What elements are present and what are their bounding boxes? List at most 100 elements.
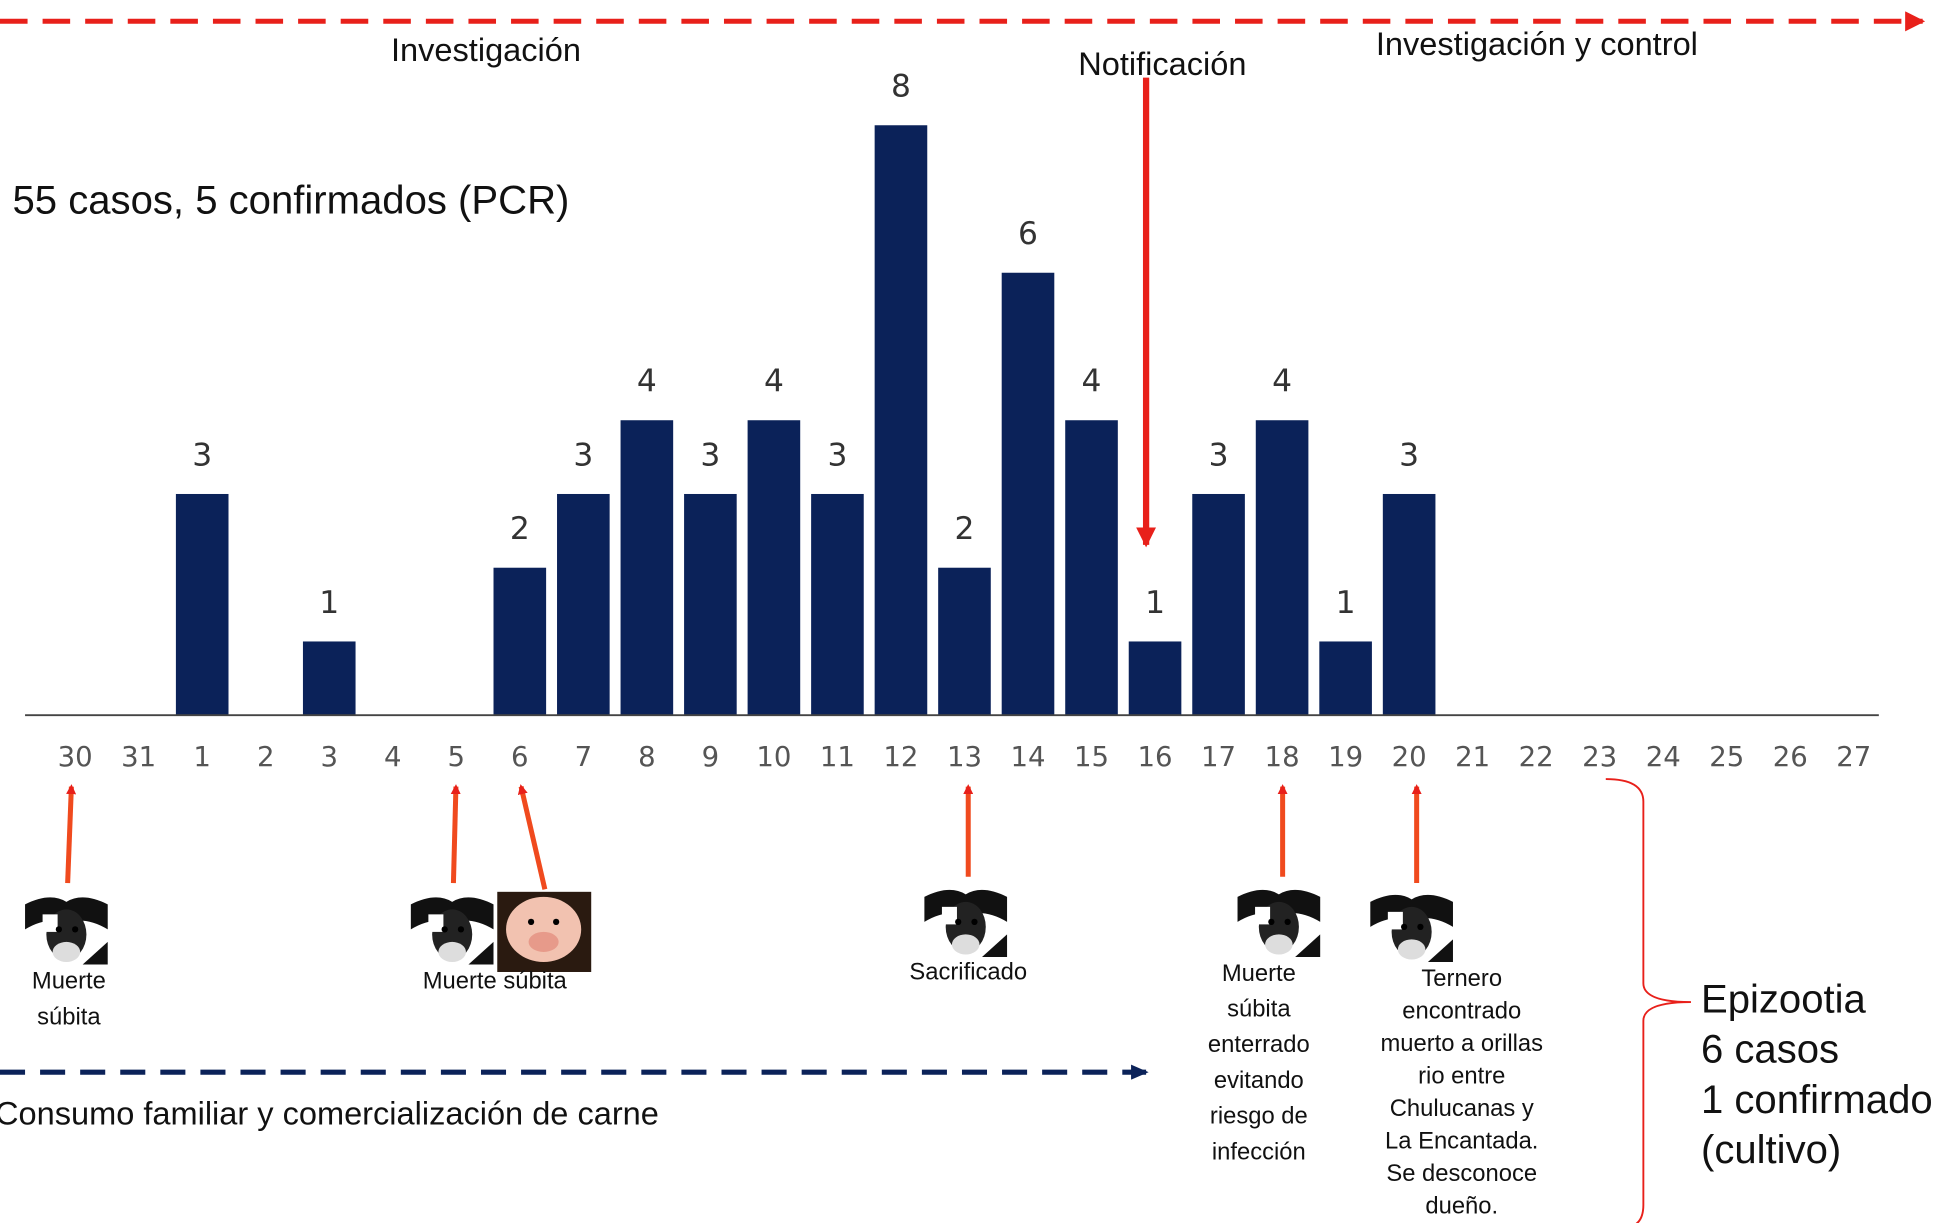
event-caption: riesgo de bbox=[1210, 1103, 1308, 1130]
cow-icon bbox=[410, 891, 494, 965]
x-tick-label: 24 bbox=[1646, 741, 1681, 773]
x-tick-label: 20 bbox=[1392, 741, 1427, 773]
x-tick-label: 1 bbox=[193, 741, 211, 773]
bar bbox=[1255, 420, 1309, 716]
x-tick-label: 27 bbox=[1836, 741, 1871, 773]
x-tick-label: 31 bbox=[121, 741, 156, 773]
bar bbox=[557, 493, 610, 716]
bar bbox=[1065, 420, 1118, 716]
epizootic-line: 1 confirmado bbox=[1701, 1078, 1933, 1122]
x-tick-label: 5 bbox=[448, 741, 466, 773]
x-tick-label: 30 bbox=[58, 741, 93, 773]
event-caption: enterrado bbox=[1208, 1031, 1310, 1058]
epizootic-note: Epizootia 6 casos 1 confirmado (cultivo) bbox=[1701, 978, 1933, 1172]
event-caption: infección bbox=[1212, 1138, 1306, 1165]
consumption-label: Consumo familiar y comercialización de c… bbox=[0, 1096, 659, 1132]
x-tick-label: 25 bbox=[1709, 741, 1744, 773]
bar bbox=[747, 420, 801, 716]
event-arrows bbox=[65, 784, 1422, 890]
epizootic-line: (cultivo) bbox=[1701, 1128, 1841, 1172]
value-label: 4 bbox=[1272, 364, 1292, 400]
bar bbox=[493, 567, 547, 716]
bar bbox=[811, 493, 864, 716]
event-caption: muerto a orillas bbox=[1380, 1030, 1543, 1057]
x-tick-label: 19 bbox=[1328, 741, 1363, 773]
x-tick-label: 11 bbox=[820, 741, 855, 773]
bar bbox=[1128, 641, 1182, 716]
phase-label: Investigación y control bbox=[1376, 26, 1698, 62]
summary: 55 casos, 5 confirmados (PCR) bbox=[13, 179, 570, 223]
event-caption: dueño. bbox=[1425, 1193, 1498, 1220]
bar bbox=[938, 567, 991, 716]
x-tick-label: 21 bbox=[1455, 741, 1490, 773]
x-tick-label: 17 bbox=[1201, 741, 1236, 773]
x-tick-label: 22 bbox=[1519, 741, 1554, 773]
x-tick-label: 12 bbox=[883, 741, 918, 773]
x-tick-label: 4 bbox=[384, 741, 402, 773]
event-caption: Muerte súbita bbox=[423, 967, 568, 994]
bar bbox=[302, 641, 356, 716]
event-caption: encontrado bbox=[1402, 997, 1521, 1024]
phase-label: Investigación bbox=[391, 32, 581, 68]
x-tick-label: 10 bbox=[756, 741, 791, 773]
value-label: 1 bbox=[1145, 585, 1165, 621]
x-tick-label: 26 bbox=[1773, 741, 1808, 773]
x-tick-label: 9 bbox=[702, 741, 720, 773]
value-label: 8 bbox=[891, 69, 911, 105]
value-label: 1 bbox=[1336, 585, 1356, 621]
x-tick-label: 7 bbox=[575, 741, 593, 773]
bar bbox=[175, 493, 229, 716]
x-tick-label: 8 bbox=[638, 741, 656, 773]
bar bbox=[874, 125, 928, 716]
value-label: 3 bbox=[573, 437, 593, 473]
value-label: 3 bbox=[700, 437, 720, 473]
value-label: 3 bbox=[192, 437, 212, 473]
x-tick-label: 23 bbox=[1582, 741, 1617, 773]
bar bbox=[1382, 493, 1436, 716]
value-label: 2 bbox=[510, 511, 530, 547]
pig-icon bbox=[497, 891, 592, 972]
event-caption: súbita bbox=[1227, 995, 1291, 1022]
event-caption: Sacrificado bbox=[909, 959, 1027, 986]
bars: 30 31 132 314 5 62738493104113128132146154161… bbox=[58, 69, 1872, 773]
bar bbox=[1192, 493, 1245, 716]
brace bbox=[1605, 778, 1691, 1223]
event-caption: Muerte bbox=[32, 967, 106, 994]
cow-icon bbox=[924, 884, 1008, 957]
event-caption: súbita bbox=[37, 1004, 101, 1031]
value-label: 1 bbox=[319, 585, 339, 621]
bar bbox=[620, 420, 674, 716]
epizootic-line: Epizootia bbox=[1701, 978, 1867, 1022]
epizootic-line: 6 casos bbox=[1701, 1028, 1839, 1072]
bar bbox=[1319, 641, 1372, 716]
notification-label: Notificación bbox=[1078, 46, 1246, 82]
x-tick-label: 18 bbox=[1265, 741, 1300, 773]
x-tick-label: 2 bbox=[257, 741, 275, 773]
cow-icon bbox=[25, 891, 108, 965]
x-tick-label: 3 bbox=[320, 741, 338, 773]
x-tick-label: 13 bbox=[947, 741, 982, 773]
event-caption: Ternero bbox=[1421, 965, 1502, 992]
value-label: 2 bbox=[955, 511, 975, 547]
value-label: 4 bbox=[1082, 364, 1102, 400]
x-tick-label: 15 bbox=[1074, 741, 1109, 773]
event-caption: rio entre bbox=[1418, 1062, 1505, 1089]
x-tick-label: 14 bbox=[1010, 741, 1045, 773]
value-label: 3 bbox=[1209, 437, 1229, 473]
cow-icon bbox=[1237, 884, 1321, 957]
event-caption: evitando bbox=[1214, 1067, 1304, 1094]
cow-icon bbox=[1370, 889, 1453, 962]
value-label: 6 bbox=[1018, 216, 1038, 252]
value-label: 3 bbox=[1399, 437, 1419, 473]
x-tick-label: 6 bbox=[511, 741, 529, 773]
event-caption: Chulucanas y bbox=[1390, 1095, 1534, 1122]
value-label: 4 bbox=[764, 364, 784, 400]
event-captions: Muerte súbita Muerte súbita Sacrificado Muer… bbox=[32, 959, 1543, 1220]
event-caption: Muerte bbox=[1222, 960, 1296, 987]
x-tick-label: 16 bbox=[1138, 741, 1173, 773]
value-label: 4 bbox=[637, 364, 657, 400]
bar bbox=[1001, 272, 1055, 716]
value-label: 3 bbox=[827, 437, 847, 473]
event-caption: Se desconoce bbox=[1386, 1160, 1537, 1187]
